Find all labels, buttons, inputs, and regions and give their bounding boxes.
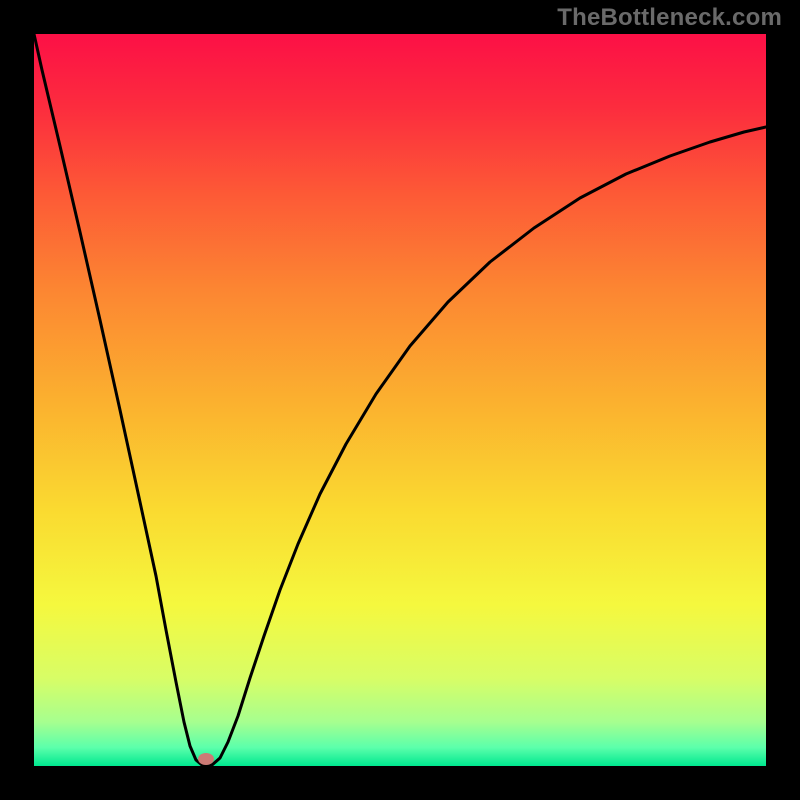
chart-gradient-area <box>34 34 766 766</box>
optimum-marker <box>198 753 214 765</box>
watermark-text: TheBottleneck.com <box>557 4 782 32</box>
bottleneck-chart <box>0 0 800 800</box>
chart-container: TheBottleneck.com <box>0 0 800 800</box>
